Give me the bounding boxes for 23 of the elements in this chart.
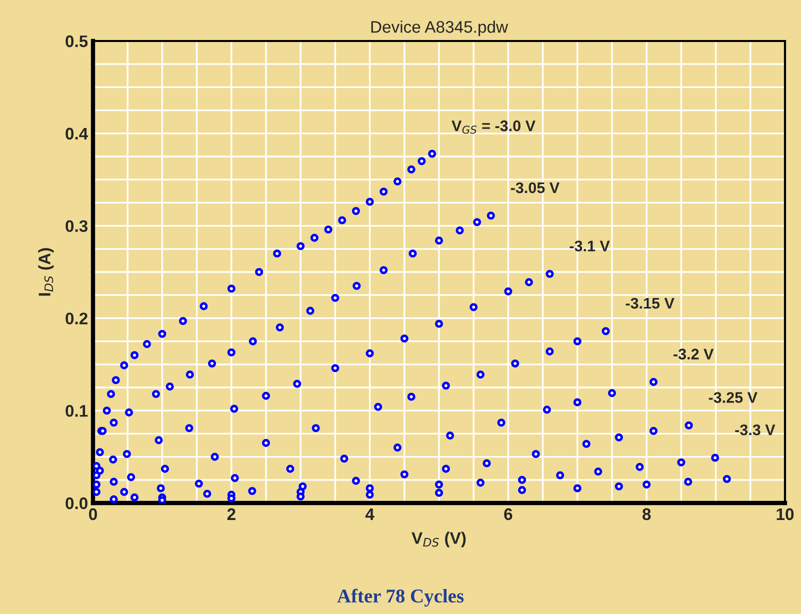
y-tick-label: 0.5: [66, 35, 88, 48]
series-label: -3.25 V: [708, 392, 758, 403]
x-axis-title: V$_{DS}$ (V): [412, 532, 466, 548]
series-label: -3.15 V: [626, 298, 674, 309]
x-tick-label: 8: [642, 508, 651, 520]
series-label: V$_{GS}$ = -3.0 V: [452, 120, 536, 134]
series-label: -3.3 V: [735, 424, 776, 436]
series-label: -3.2 V: [674, 348, 714, 360]
series-label: -3.1 V: [570, 240, 610, 252]
x-tick-label: 2: [227, 508, 236, 520]
x-tick-label: 6: [504, 508, 512, 520]
y-axis-title: I$_{DS}$ (A): [38, 248, 54, 296]
y-tick-label: 0.0: [66, 497, 88, 510]
y-tick-label: 0.1: [66, 405, 88, 417]
text: After 78 Cycles: [337, 588, 464, 607]
x-tick-label: 0: [89, 508, 97, 520]
y-tick-label: 0.4: [66, 128, 88, 140]
x-tick-label: 4: [365, 508, 374, 520]
chart-title: Device A8345.pdw: [371, 20, 508, 36]
x-tick-label: 10: [776, 508, 794, 520]
y-tick-label: 0.3: [66, 220, 88, 232]
y-tick-label: 0.2: [66, 312, 88, 324]
series-label: -3.05 V: [510, 182, 560, 194]
